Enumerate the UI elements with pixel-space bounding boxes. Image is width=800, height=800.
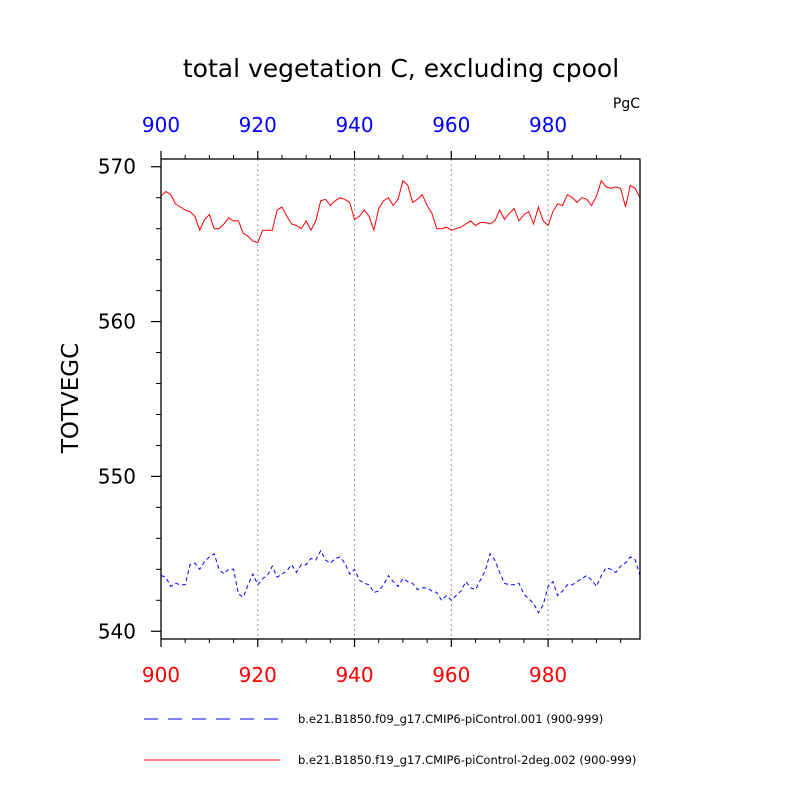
units-label: PgC — [613, 96, 640, 112]
axes: 900 900 920 920 940 940 960 960 980 980 540 550 560 5… — [98, 113, 622, 687]
x-tick-label-bottom: 960 — [432, 663, 470, 687]
y-tick-label: 550 — [98, 464, 136, 488]
series-line-2 — [160, 179, 641, 244]
x-tick-label-bottom: 920 — [239, 663, 277, 687]
y-tick-label: 540 — [98, 619, 136, 643]
plot-frame — [160, 158, 641, 640]
x-tick-label-top: 980 — [529, 113, 567, 137]
x-tick-label-bottom: 900 — [142, 663, 180, 687]
y-axis-label: TOTVEGC — [58, 343, 84, 454]
x-tick-label-bottom: 980 — [529, 663, 567, 687]
grid-lines — [257, 159, 549, 639]
series-group — [160, 179, 641, 614]
x-tick-label-top: 960 — [432, 113, 470, 137]
chart-title: total vegetation C, excluding cpool — [183, 54, 619, 83]
y-tick-label: 560 — [98, 310, 136, 334]
series-line-1 — [160, 549, 641, 614]
x-tick-label-top: 900 — [142, 113, 180, 137]
y-tick-label: 570 — [98, 155, 136, 179]
legend: b.e21.B1850.f09_g17.CMIP6-piControl.001 … — [144, 712, 636, 767]
x-tick-label-top: 920 — [239, 113, 277, 137]
legend-label-2: b.e21.B1850.f19_g17.CMIP6-piControl-2deg… — [298, 753, 636, 767]
x-tick-label-top: 940 — [335, 113, 373, 137]
x-tick-label-bottom: 940 — [335, 663, 373, 687]
legend-label-1: b.e21.B1850.f09_g17.CMIP6-piControl.001 … — [298, 712, 603, 726]
